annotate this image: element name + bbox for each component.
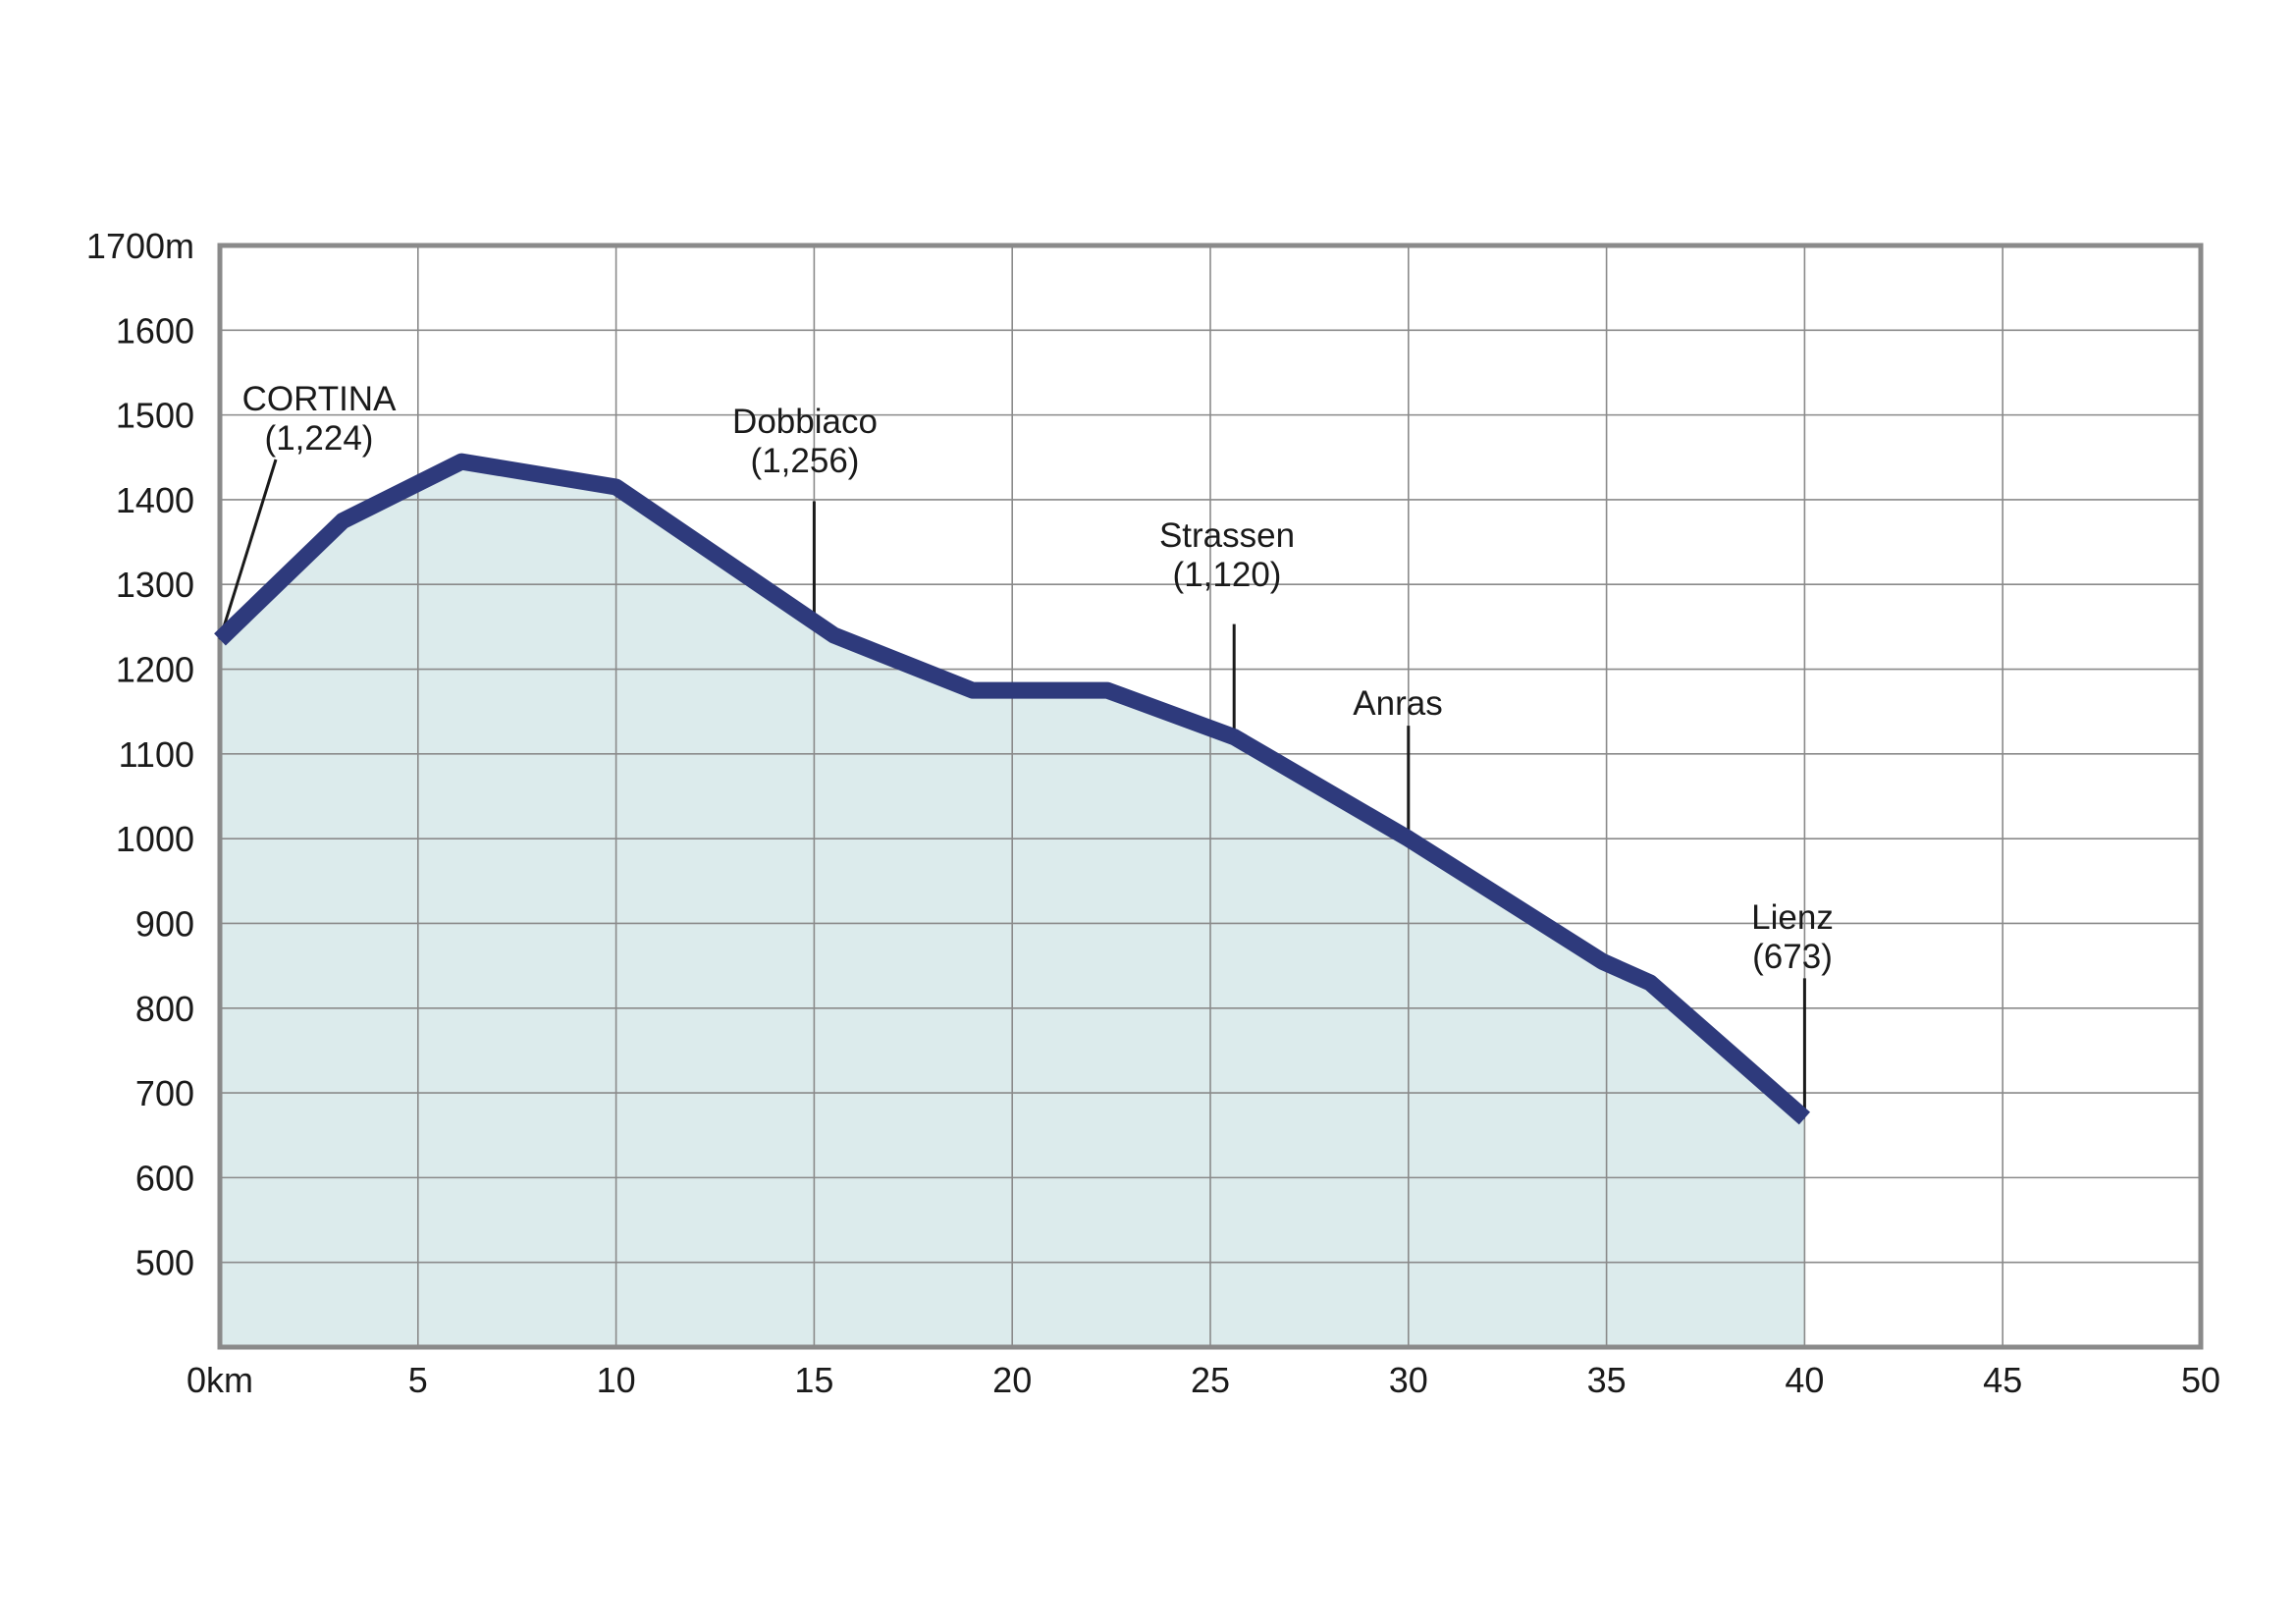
town-label: (1,120)	[1173, 556, 1282, 594]
profile-point	[219, 638, 221, 640]
x-tick-label: 10	[597, 1360, 636, 1400]
y-tick-label: 1200	[116, 650, 194, 690]
x-tick-label: 20	[992, 1360, 1032, 1400]
plot-frame	[217, 243, 2204, 1350]
profile-point	[342, 520, 344, 521]
y-tick-label: 1300	[116, 565, 194, 605]
y-tick-label: 1700m	[86, 226, 194, 266]
town-label: Strassen	[1159, 516, 1295, 555]
x-tick-label: 50	[2181, 1360, 2220, 1400]
profile-point	[1106, 689, 1108, 691]
y-tick-label: 800	[135, 989, 194, 1029]
profile-point	[833, 634, 835, 636]
profile-point	[460, 460, 462, 462]
town-label: Lienz	[1751, 898, 1834, 937]
town-label: (673)	[1752, 938, 1833, 976]
y-tick-label: 500	[135, 1243, 194, 1283]
town-label: Anras	[1353, 684, 1442, 723]
town-label: CORTINA	[242, 380, 398, 418]
town-label: Dobbiaco	[732, 403, 878, 441]
x-tick-label: 30	[1389, 1360, 1428, 1400]
profile-point	[1233, 736, 1235, 738]
profile-point	[972, 689, 974, 691]
x-tick-label: 45	[1983, 1360, 2022, 1400]
x-tick-label: 35	[1587, 1360, 1627, 1400]
x-tick-label: 15	[794, 1360, 833, 1400]
y-tick-label: 1100	[119, 734, 194, 775]
profile-point	[1803, 1117, 1805, 1119]
profile-point	[615, 486, 617, 488]
town-label: (1,224)	[265, 419, 374, 458]
elevation-line	[214, 453, 1811, 1125]
x-tick-label: 25	[1191, 1360, 1230, 1400]
y-tick-label: 1400	[116, 480, 194, 520]
profile-point	[1602, 960, 1604, 962]
y-tick-label: 700	[135, 1073, 194, 1113]
y-tick-label: 1500	[116, 396, 194, 436]
profile-point	[1649, 982, 1651, 984]
town-label: (1,256)	[751, 442, 860, 480]
y-tick-label: 900	[135, 903, 194, 944]
y-tick-label: 1600	[116, 310, 194, 351]
x-tick-label: 0km	[187, 1360, 253, 1400]
y-tick-label: 1000	[116, 819, 194, 859]
x-tick-label: 40	[1785, 1360, 1824, 1400]
leader-line	[218, 459, 278, 640]
x-tick-label: 5	[408, 1360, 428, 1400]
y-tick-label: 600	[135, 1158, 194, 1198]
